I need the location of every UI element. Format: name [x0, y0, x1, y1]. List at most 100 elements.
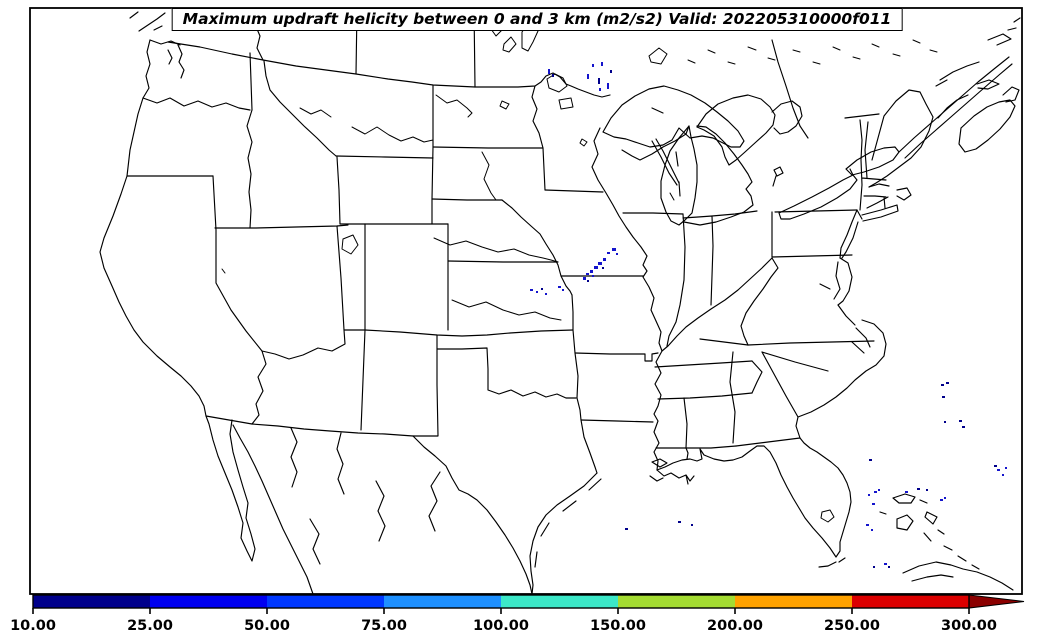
helicity-speck — [994, 465, 997, 467]
helicity-speck — [997, 469, 1000, 471]
helicity-speck — [601, 62, 603, 66]
colorbar-segment — [501, 595, 618, 608]
inland-lakes — [221, 97, 835, 523]
helicity-speck — [940, 499, 943, 501]
helicity-speck — [552, 74, 554, 77]
track-cluster-bahamas-florida-offshore — [866, 467, 1007, 568]
wa-id-border — [249, 52, 253, 111]
helicity-speck — [866, 524, 869, 526]
nd-sd-border — [432, 146, 544, 149]
az-nm-border — [360, 329, 366, 431]
colorbar-tick-label: 250.00 — [824, 618, 880, 634]
wi-il-border — [622, 212, 684, 215]
maritimes-nova-scotia — [935, 17, 1021, 153]
al-ga-border — [729, 351, 736, 444]
fl-ga-border — [735, 437, 801, 447]
helicity-speck — [530, 289, 533, 291]
helicity-speck — [1005, 467, 1007, 469]
ok-panhandle-red-river — [436, 347, 577, 399]
helicity-speck — [590, 270, 593, 273]
colorbar-segment — [618, 595, 735, 608]
helicity-speck — [586, 273, 589, 275]
helicity-speck — [587, 74, 589, 79]
helicity-speck — [548, 69, 550, 74]
chart-title: Maximum updraft helicity between 0 and 3… — [171, 8, 903, 31]
pacific-mexico-coastline — [99, 39, 256, 562]
42n-borders — [126, 175, 349, 229]
helicity-speck — [678, 521, 681, 523]
helicity-speck — [917, 488, 920, 490]
track-cluster-southern-manitoba-nw-ontario — [548, 62, 612, 91]
helicity-speck — [592, 64, 594, 67]
michigan-mitt-shore — [683, 125, 784, 226]
puget-sound-vancouver-island — [129, 11, 185, 79]
mt-south-border — [335, 155, 434, 159]
rio-grande — [412, 435, 533, 595]
helicity-speck — [874, 491, 877, 493]
helicity-speck — [583, 277, 586, 280]
red-river-mn-border — [531, 85, 546, 191]
sabine-tx-la-border — [580, 419, 598, 474]
helicity-speck — [868, 494, 870, 496]
ky-va-border — [699, 338, 749, 346]
helicity-speck — [607, 252, 610, 254]
pa-borders — [771, 209, 858, 258]
helicity-speck — [541, 288, 543, 290]
colorbar-tick-label: 25.00 — [127, 618, 173, 634]
helicity-speck — [962, 426, 965, 428]
colorbar-segment — [33, 595, 150, 608]
ky-tn-border — [654, 360, 753, 368]
track-cluster-atlantic-offshore — [869, 382, 997, 467]
nj-delaware-river — [839, 209, 863, 259]
wv-va-border — [740, 257, 779, 346]
colorbar-segment — [267, 595, 384, 608]
helicity-speck — [610, 70, 612, 73]
colorbar-tick-label: 300.00 — [941, 618, 997, 634]
helicity-speck — [545, 293, 547, 295]
colorbar-segment — [735, 595, 852, 608]
helicity-speck — [612, 248, 616, 251]
plot-frame — [29, 7, 1023, 595]
maine-outline — [868, 89, 934, 188]
helicity-speck — [871, 529, 873, 531]
colorbar-segment — [852, 595, 969, 608]
ca-nv-border — [212, 175, 263, 352]
ar-la-border — [580, 419, 654, 423]
helicity-speck — [888, 566, 890, 568]
nc-sc-border — [761, 351, 829, 372]
mo-ar-border — [574, 352, 659, 362]
colorbar-segment — [150, 595, 267, 608]
mississippi-delta — [649, 458, 695, 485]
il-in-border — [666, 213, 686, 347]
bahamas-islands — [879, 493, 980, 570]
helicity-speck — [562, 289, 564, 291]
lake-michigan — [660, 125, 698, 226]
helicity-speck — [873, 566, 875, 568]
helicity-speck — [592, 275, 594, 277]
lake-erie — [778, 168, 858, 220]
northeast-coast — [841, 183, 912, 259]
va-nc-border — [747, 340, 875, 346]
helicity-speck — [536, 291, 538, 293]
colorbar-tick-label: 200.00 — [707, 618, 763, 634]
helicity-speck — [941, 384, 944, 386]
green-bay — [621, 125, 690, 186]
mississippi-river — [591, 127, 663, 471]
helicity-speck — [905, 491, 908, 493]
mi-in-oh-borders — [682, 210, 758, 306]
us-mexico-border-west — [205, 415, 414, 437]
us-canada-border — [167, 41, 611, 98]
helicity-speck — [587, 280, 589, 282]
nv-az-colorado-river — [251, 329, 346, 425]
colorbar-tick-label: 75.00 — [361, 618, 407, 634]
ohio-river — [661, 257, 773, 352]
helicity-speck — [942, 396, 945, 398]
colorbar-tick-label: 50.00 — [244, 618, 290, 634]
chesapeake-delmarva — [819, 257, 853, 306]
tn-nc-border — [751, 360, 763, 394]
helicity-speck — [598, 78, 600, 84]
ontario-quebec-border — [771, 39, 809, 139]
helicity-speck — [1002, 474, 1004, 476]
helicity-speck — [884, 563, 887, 565]
